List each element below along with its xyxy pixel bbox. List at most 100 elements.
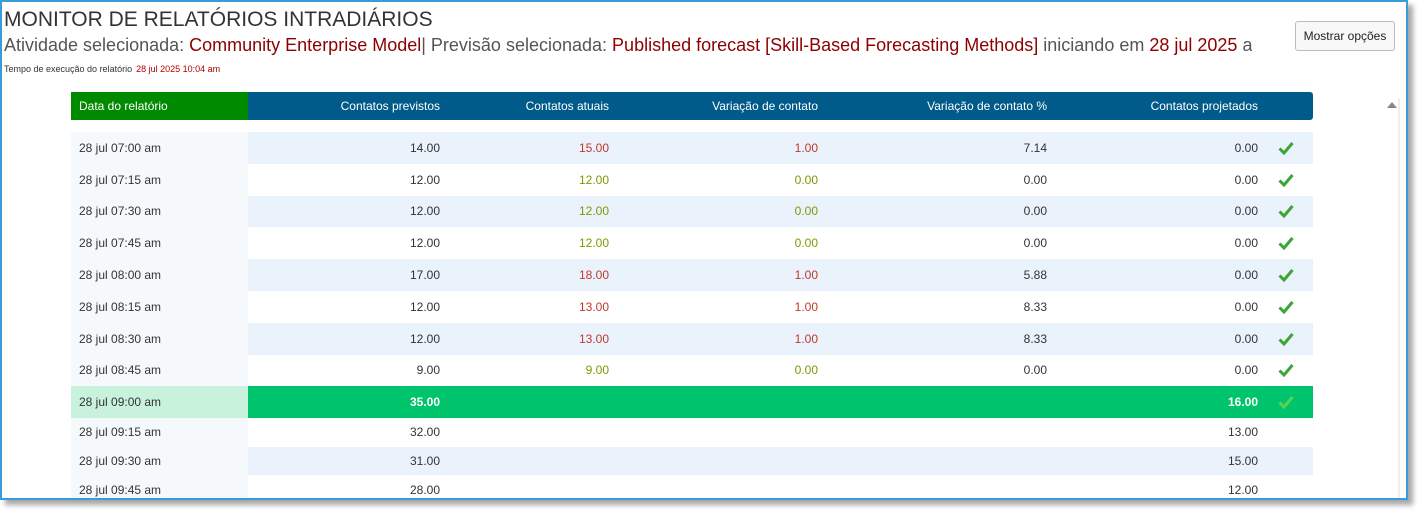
date-cell: 28 jul 08:00 am [71, 259, 248, 291]
table-row: 28 jul 07:45 am 12.00 12.00 0.00 0.00 0.00 [71, 227, 1313, 260]
subtitle: Atividade selecionada: Community Enterpr… [4, 35, 1252, 56]
activity: Community Enterprise Model [189, 35, 422, 55]
title: MONITOR DE RELATÓRIOS INTRADIÁRIOS [4, 8, 433, 31]
value-cell: 0.00 [794, 172, 818, 187]
status-check [1278, 259, 1298, 291]
report-table: Data do relatório Contatos previstos Conta… [71, 92, 1313, 498]
value-cell: 13.00 [1227, 425, 1258, 440]
status-check [1278, 323, 1298, 355]
value-cell: 12.00 [409, 204, 440, 219]
value-cell: 1.00 [794, 331, 818, 346]
check-icon [1278, 332, 1294, 346]
date-cell: 28 jul 09:30 am [71, 446, 248, 476]
forecast: Published forecast [Skill-Based Forecast… [612, 35, 1039, 55]
value-cell: 8.33 [1023, 299, 1047, 314]
value-cell: 12.00 [578, 172, 609, 187]
report-panel: MONITOR DE RELATÓRIOS INTRADIÁRIOS Ativi… [0, 0, 1408, 500]
value-cell: 12.00 [1227, 482, 1258, 497]
date-cell: 28 jul 08:30 am [71, 322, 248, 355]
run-time-label: Tempo de execução do relatório [4, 64, 133, 74]
value-cell: 0.00 [1234, 204, 1258, 219]
value-cell: 28.00 [409, 482, 440, 497]
status-check [1278, 227, 1298, 259]
date-cell: 28 jul 07:00 am [71, 132, 248, 164]
value-cell: 12.00 [409, 236, 440, 251]
forecast-label: | Previsão selecionada: [421, 35, 608, 55]
value-cell: 9.00 [585, 363, 609, 378]
date-cell: 28 jul 08:45 am [71, 354, 248, 387]
table-row: 28 jul 07:00 am 14.00 15.00 1.00 7.14 0.00 [71, 132, 1313, 164]
status-check [1278, 132, 1298, 164]
status-check [1278, 196, 1298, 228]
value-cell: 0.00 [794, 204, 818, 219]
start-label: iniciando em [1043, 35, 1145, 55]
run-time: Tempo de execução do relatório 28 jul 202… [4, 64, 220, 74]
value-cell: 7.14 [1023, 140, 1047, 155]
value-cell: 0.00 [1023, 172, 1047, 187]
value-cell: 15.00 [578, 140, 609, 155]
value-cell: 0.00 [1234, 331, 1258, 346]
value-cell: 9.00 [416, 363, 440, 378]
value-cell: 1.00 [794, 268, 818, 283]
start-date: 28 jul 2025 [1149, 35, 1238, 55]
value-cell: 16.00 [1227, 395, 1258, 410]
value-cell: 0.00 [794, 363, 818, 378]
date-cell: 28 jul 09:00 am [71, 386, 248, 419]
check-icon [1278, 141, 1294, 155]
value-cell: 12.00 [578, 236, 609, 251]
value-cell: 0.00 [1023, 363, 1047, 378]
run-time-value: 28 jul 2025 10:04 am [136, 64, 221, 74]
column-header: Data do relatório [71, 92, 248, 120]
table-row: 28 jul 08:00 am 17.00 18.00 1.00 5.88 0.00 [71, 259, 1313, 291]
date-cell: 28 jul 07:15 am [71, 163, 248, 196]
status-check [1278, 386, 1298, 418]
scrollbar[interactable] [1384, 98, 1400, 498]
date-cell: 28 jul 09:45 am [71, 475, 248, 498]
column-header: Contatos projetados [1150, 99, 1258, 113]
check-icon [1278, 205, 1294, 219]
value-cell: 35.00 [409, 395, 440, 410]
check-icon [1278, 173, 1294, 187]
table-row: 28 jul 08:30 am 12.00 13.00 1.00 8.33 0.00 [71, 322, 1313, 355]
value-cell: 0.00 [794, 236, 818, 251]
table-row: 28 jul 09:30 am 31.00 15.00 [71, 446, 1313, 476]
activity-label: Atividade selecionada: [4, 35, 185, 55]
status-check [1278, 291, 1298, 323]
value-cell: 0.00 [1234, 268, 1258, 283]
value-cell: 0.00 [1023, 204, 1047, 219]
column-header: Contatos atuais [525, 99, 609, 113]
check-icon [1278, 300, 1294, 314]
check-icon [1278, 364, 1294, 378]
column-header: Variação de contato [712, 99, 818, 113]
options-button[interactable]: Mostrar opções [1295, 21, 1395, 51]
value-cell: 32.00 [409, 425, 440, 440]
table-row: 28 jul 08:45 am 9.00 9.00 0.00 0.00 0.00 [71, 354, 1313, 387]
status-check [1278, 164, 1298, 196]
value-cell: 12.00 [578, 204, 609, 219]
value-cell: 0.00 [1234, 299, 1258, 314]
date-cell: 28 jul 09:15 am [71, 418, 248, 447]
value-cell: 17.00 [409, 268, 440, 283]
table-row: 28 jul 08:15 am 12.00 13.00 1.00 8.33 0.00 [71, 291, 1313, 323]
check-icon [1278, 237, 1294, 251]
value-cell: 0.00 [1234, 140, 1258, 155]
value-cell: 0.00 [1234, 172, 1258, 187]
value-cell: 13.00 [578, 299, 609, 314]
value-cell: 31.00 [409, 454, 440, 469]
date-cell: 28 jul 07:45 am [71, 227, 248, 260]
status-check [1278, 355, 1298, 387]
value-cell: 1.00 [794, 299, 818, 314]
subtitle-tail: at [1242, 35, 1252, 55]
table-row: 28 jul 09:15 am 32.00 13.00 [71, 418, 1313, 447]
value-cell: 15.00 [1227, 454, 1258, 469]
check-icon [1278, 396, 1294, 410]
value-cell: 8.33 [1023, 331, 1047, 346]
value-cell: 0.00 [1234, 236, 1258, 251]
table-row: 28 jul 09:45 am 28.00 12.00 [71, 475, 1313, 498]
table-row: 28 jul 07:15 am 12.00 12.00 0.00 0.00 0.00 [71, 163, 1313, 196]
value-cell: 13.00 [578, 331, 609, 346]
value-cell: 18.00 [578, 268, 609, 283]
value-cell: 12.00 [409, 331, 440, 346]
table-row: 28 jul 09:00 am 35.00 16.00 [71, 386, 1313, 419]
table-header: Data do relatório Contatos previstos Conta… [71, 92, 1313, 120]
